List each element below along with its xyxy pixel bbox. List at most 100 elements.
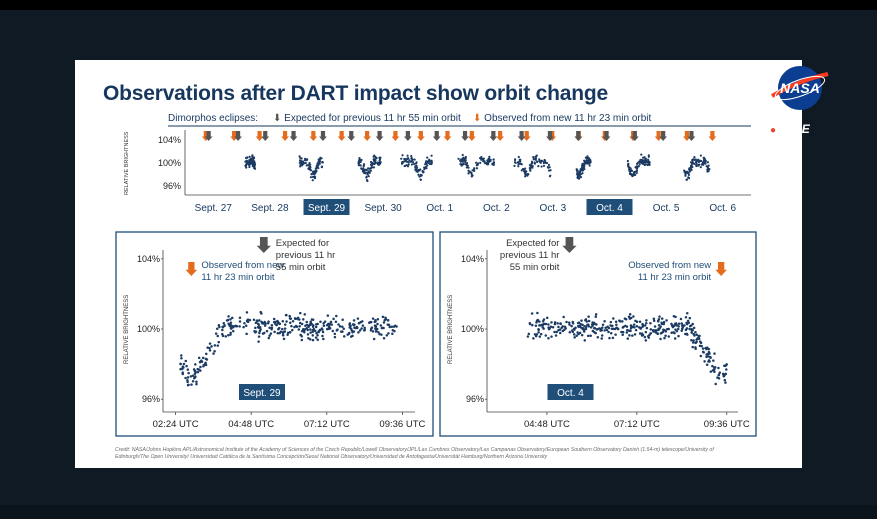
panel-data-point (318, 328, 322, 332)
panel-data-point (535, 321, 538, 324)
panel-data-point (388, 325, 392, 329)
strip-data-point (471, 174, 474, 177)
panel-data-point (371, 317, 375, 320)
strip-data-point (467, 166, 470, 169)
panel-data-point (605, 328, 609, 332)
panel-data-point (638, 332, 642, 335)
strip-data-point (413, 162, 416, 166)
strip-data-point (251, 160, 254, 163)
panel-data-point (386, 318, 390, 322)
strip-data-point (647, 163, 651, 166)
panel-y-label: RELATIVE BRIGHTNESS (448, 295, 454, 364)
presentation-slide: Observations after DART impact show orbi… (75, 60, 802, 468)
strip-data-point (417, 173, 420, 176)
panel-data-point (301, 328, 305, 331)
strip-data-point (410, 154, 413, 158)
panel-data-point (595, 323, 598, 326)
strip-data-point (691, 161, 694, 164)
strip-data-point (685, 178, 688, 181)
panel-data-point (187, 383, 190, 387)
panel-data-point (632, 315, 635, 318)
strip-data-point (697, 163, 701, 166)
panel-data-point (530, 312, 534, 315)
panel-data-point (298, 321, 302, 325)
panel-data-point (300, 335, 303, 338)
strip-data-point (644, 159, 647, 163)
panel-x-tick-label: 02:24 UTC (153, 419, 199, 430)
panel-data-point (705, 363, 709, 367)
strip-data-point (465, 161, 469, 165)
panel-data-point (317, 330, 320, 333)
panel-data-point (381, 315, 385, 319)
strip-data-point (357, 162, 360, 165)
strip-expected-arrow (659, 131, 668, 141)
panel-data-point (713, 352, 716, 355)
strip-y-tick-label: 100% (158, 158, 181, 168)
panel-data-point (574, 326, 577, 330)
panel-data-point (701, 350, 705, 354)
panel-data-point (263, 320, 266, 324)
panel-data-point (537, 331, 540, 334)
top-strip-chart: RELATIVE BRIGHTNESS 104% 100% 96% Sept. 27 Se… (124, 125, 751, 215)
strip-data-point (246, 156, 249, 159)
panel-data-point (189, 375, 193, 378)
strip-data-point (689, 161, 693, 164)
live-dot-icon: ● (770, 125, 778, 136)
panel-data-point (621, 333, 624, 336)
panel-data-point (693, 334, 696, 337)
panel-data-point (322, 324, 326, 328)
strip-data-point (377, 163, 380, 166)
strip-data-point (577, 173, 580, 176)
panel-data-point (722, 374, 725, 378)
panel-x-tick-label: 07:12 UTC (304, 419, 350, 430)
panel-data-point (194, 363, 197, 366)
panel-data-point (349, 324, 352, 328)
panel-data-point (257, 340, 260, 343)
strip-data-point (403, 160, 406, 163)
panel-data-point (331, 329, 335, 333)
panel-data-point (531, 323, 534, 327)
panel-data-point (647, 336, 651, 339)
eclipses-label: Dimorphos eclipses: (168, 113, 259, 124)
panel-data-point (528, 322, 532, 326)
panel-data-point (221, 325, 224, 329)
panel-data-point (717, 373, 721, 376)
strip-expected-arrow (319, 131, 327, 141)
panel-data-point (376, 322, 379, 326)
panel-data-point (706, 352, 710, 356)
panel-data-point (335, 314, 338, 318)
strip-observed-arrow (443, 131, 452, 141)
panel-data-point (603, 329, 606, 332)
strip-observed-arrow (363, 131, 372, 141)
strip-data-point (407, 161, 410, 164)
panel-data-point (621, 320, 624, 323)
strip-data-point (537, 165, 540, 168)
strip-expected-arrow (375, 131, 384, 141)
panel-data-point (260, 312, 263, 315)
panel-data-point (680, 322, 683, 325)
strip-data-point (635, 167, 638, 170)
panel-data-point (590, 323, 594, 326)
strip-data-point (532, 156, 535, 159)
panel-y-tick-label: 96% (466, 394, 484, 404)
panel-data-point (337, 323, 340, 326)
panel-data-point (670, 322, 673, 326)
strip-data-point (462, 162, 465, 165)
panel-data-point (245, 332, 248, 336)
strip-date-label: Sept. 30 (364, 203, 402, 214)
strip-data-point (635, 171, 638, 175)
panel-data-point (615, 326, 618, 330)
panel-data-point (245, 311, 249, 314)
strip-data-point (626, 159, 629, 163)
panel-data-point (314, 336, 318, 339)
panel-data-point (611, 324, 614, 328)
panel-data-point (221, 334, 225, 338)
strip-expected-arrow (403, 131, 412, 141)
strip-data-point (648, 161, 651, 164)
strip-observed-arrow (522, 131, 531, 141)
panel-data-point (694, 346, 697, 349)
panel-data-point (612, 317, 615, 320)
observed-annotation: 11 hr 23 min orbit (201, 272, 275, 283)
panel-data-point (192, 376, 196, 380)
panel-data-point (661, 330, 665, 334)
